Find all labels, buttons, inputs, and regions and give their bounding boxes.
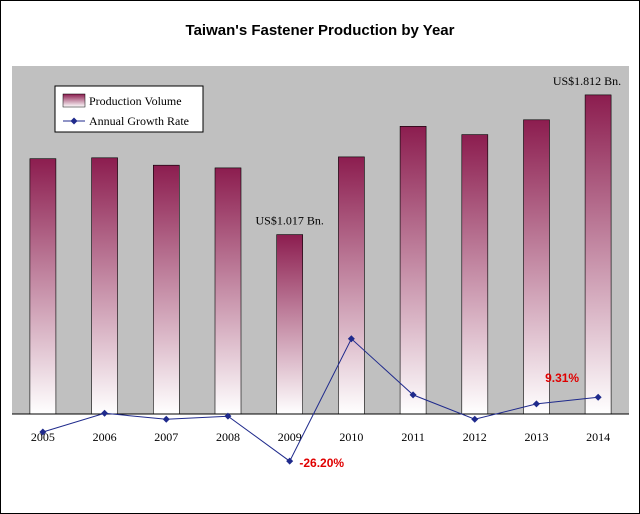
bar-2010 [338,156,365,415]
bar-2009 [276,234,304,415]
legend: Production Volume Annual Growth Rate [54,85,204,133]
growth-point-2013 [532,400,540,408]
x-tick-label-2008: 2008 [216,430,240,444]
bar-2005 [29,158,57,415]
growth-line-layer [39,335,602,465]
annotation-volume-2009: US$1.017 Bn. [256,214,324,228]
growth-rate-line [42,337,599,462]
annotation-volume-2014: US$1.812 Bn. [553,74,621,88]
bar-2014 [584,94,612,415]
growth-point-2012 [471,415,479,423]
legend-swatch-production-volume [62,93,86,108]
x-tick-label-2006: 2006 [93,430,117,444]
chart-title: Taiwan's Fastener Production by Year [186,22,455,39]
bar-2012 [461,134,489,415]
legend-marker-diamond-icon [70,117,78,125]
x-tick-label-2007: 2007 [154,430,178,444]
legend-box [54,85,204,133]
legend-label-production-volume: Production Volume [89,94,182,108]
growth-point-2008 [224,412,232,420]
x-tick-label-2009: 2009 [278,430,302,444]
x-tick-label-2005: 2005 [31,430,55,444]
growth-point-2011 [409,391,417,399]
x-tick-label-2013: 2013 [525,430,549,444]
x-tick-label-2014: 2014 [586,430,610,444]
x-tick-label-2010: 2010 [339,430,363,444]
growth-point-2005 [39,428,47,436]
growth-point-2010 [347,335,355,343]
bar-2007 [153,164,180,415]
annotation-growth-2014: 9.31% [545,371,579,385]
growth-point-2009 [286,457,294,465]
bar-2006 [91,157,118,415]
annotation-growth-2009: -26.20% [299,456,344,470]
x-tick-label-2011: 2011 [401,430,425,444]
annotations-layer: US$1.017 Bn. US$1.812 Bn. -26.20% 9.31% [256,74,622,470]
bar-2008 [214,167,242,415]
bar-2011 [399,126,427,415]
growth-point-2007 [162,415,170,423]
legend-label-annual-growth-rate: Annual Growth Rate [89,114,189,128]
growth-point-2006 [101,409,109,417]
x-tick-label-2012: 2012 [463,430,487,444]
x-tick-labels: 2005 2006 2007 2008 2009 2010 2011 2012 2013 2014 [31,430,610,444]
bars-layer [29,94,612,415]
growth-point-2014 [594,393,602,401]
bar-2013 [523,119,550,415]
